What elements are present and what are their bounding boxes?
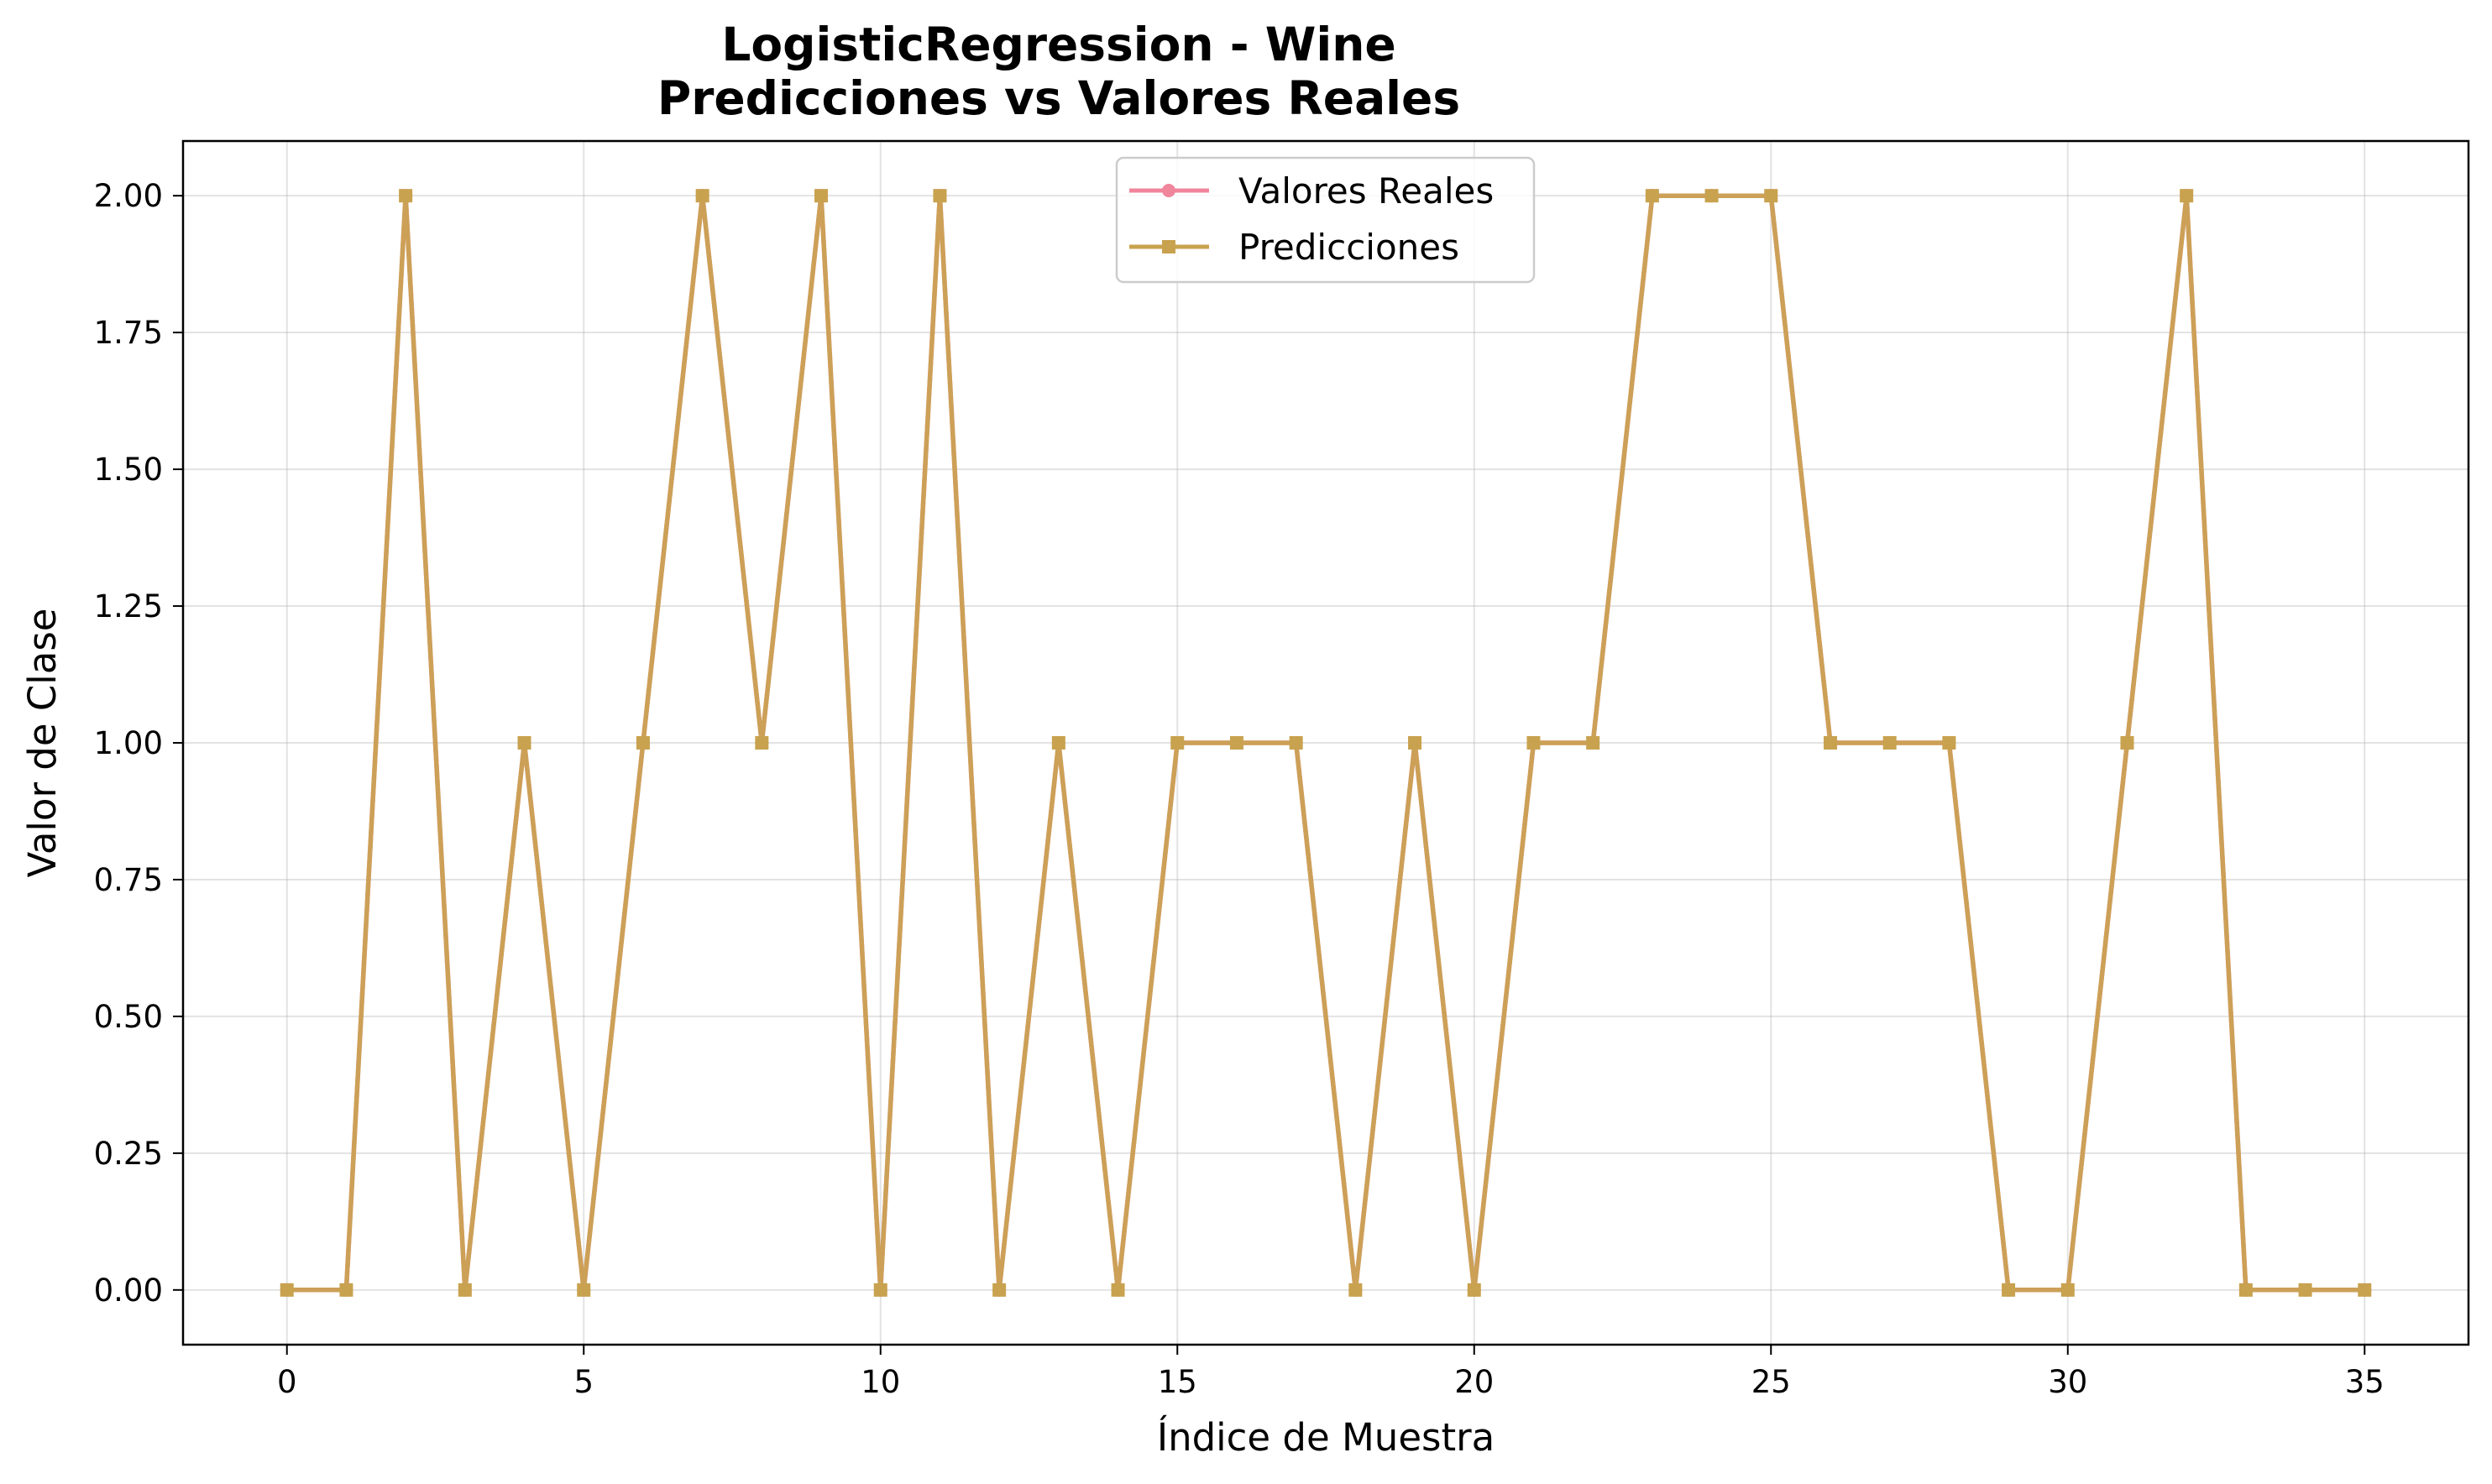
legend: Valores Reales Predicciones	[1115, 156, 1536, 284]
y-tick-label: 1.75	[94, 315, 163, 351]
point-predicciones	[933, 189, 947, 203]
point-predicciones	[2238, 1283, 2253, 1297]
x-tick-label: 30	[2048, 1364, 2087, 1400]
legend-marker-valores-reales	[1162, 184, 1175, 197]
point-predicciones	[1051, 736, 1065, 750]
point-predicciones	[1111, 1283, 1125, 1297]
y-tick-label: 0.50	[94, 999, 163, 1035]
point-predicciones	[280, 1283, 294, 1297]
y-tick-label: 1.50	[94, 452, 163, 488]
point-predicciones	[1348, 1283, 1363, 1297]
point-predicciones	[1586, 736, 1600, 750]
point-predicciones	[1229, 736, 1243, 750]
legend-label-valores-reales: Valores Reales	[1238, 170, 1494, 212]
point-predicciones	[814, 189, 829, 203]
point-predicciones	[1170, 736, 1185, 750]
chart-title-line1: LogisticRegression - Wine	[721, 18, 1395, 71]
point-predicciones	[1764, 189, 1778, 203]
point-predicciones	[1942, 736, 1956, 750]
series-line-predicciones	[286, 193, 2365, 1293]
point-predicciones	[2002, 1283, 2016, 1297]
point-predicciones	[755, 736, 769, 750]
point-predicciones	[873, 1283, 887, 1297]
point-predicciones	[1645, 189, 1659, 203]
point-predicciones	[1408, 736, 1422, 750]
y-tick-label: 0.75	[94, 862, 163, 898]
legend-label-predicciones: Predicciones	[1238, 227, 1459, 268]
ticks: 0 5 10 15 20 25 30 35 0.00 0.25 0.50 0.75 1.00 1.25 1.…	[94, 178, 2385, 1400]
y-axis-label: Valor de Clase	[20, 609, 65, 878]
point-predicciones	[577, 1283, 591, 1297]
y-tick-label: 2.00	[94, 178, 163, 214]
point-predicciones	[1289, 736, 1303, 750]
point-predicciones	[1882, 736, 1897, 750]
point-predicciones	[636, 736, 650, 750]
point-predicciones	[1704, 189, 1719, 203]
point-predicciones	[2120, 736, 2134, 750]
point-predicciones	[458, 1283, 472, 1297]
point-predicciones	[339, 1283, 353, 1297]
point-predicciones	[992, 1283, 1007, 1297]
x-tick-label: 5	[573, 1364, 594, 1400]
point-predicciones	[1823, 736, 1837, 750]
point-predicciones	[2180, 189, 2194, 203]
y-tick-label: 0.25	[94, 1136, 163, 1172]
chart-title-line2: Predicciones vs Valores Reales	[657, 71, 1460, 125]
point-predicciones	[1526, 736, 1541, 750]
point-predicciones	[2358, 1283, 2372, 1297]
legend-marker-predicciones	[1162, 240, 1175, 253]
point-predicciones	[695, 189, 709, 203]
y-tick-label: 1.25	[94, 588, 163, 624]
x-tick-label: 25	[1751, 1364, 1791, 1400]
point-predicciones	[399, 189, 413, 203]
point-predicciones	[1467, 1283, 1481, 1297]
series-group	[280, 189, 2372, 1297]
y-tick-label: 0.00	[94, 1272, 163, 1309]
legend-box	[1115, 156, 1536, 284]
x-tick-label: 20	[1454, 1364, 1494, 1400]
x-axis-label: Índice de Muestra	[1157, 1415, 1495, 1460]
point-predicciones	[517, 736, 531, 750]
point-predicciones	[2298, 1283, 2312, 1297]
x-tick-label: 15	[1158, 1364, 1197, 1400]
x-tick-label: 10	[861, 1364, 900, 1400]
x-tick-label: 0	[277, 1364, 297, 1400]
point-predicciones	[2060, 1283, 2075, 1297]
y-tick-label: 1.00	[94, 725, 163, 761]
x-tick-label: 35	[2345, 1364, 2385, 1400]
